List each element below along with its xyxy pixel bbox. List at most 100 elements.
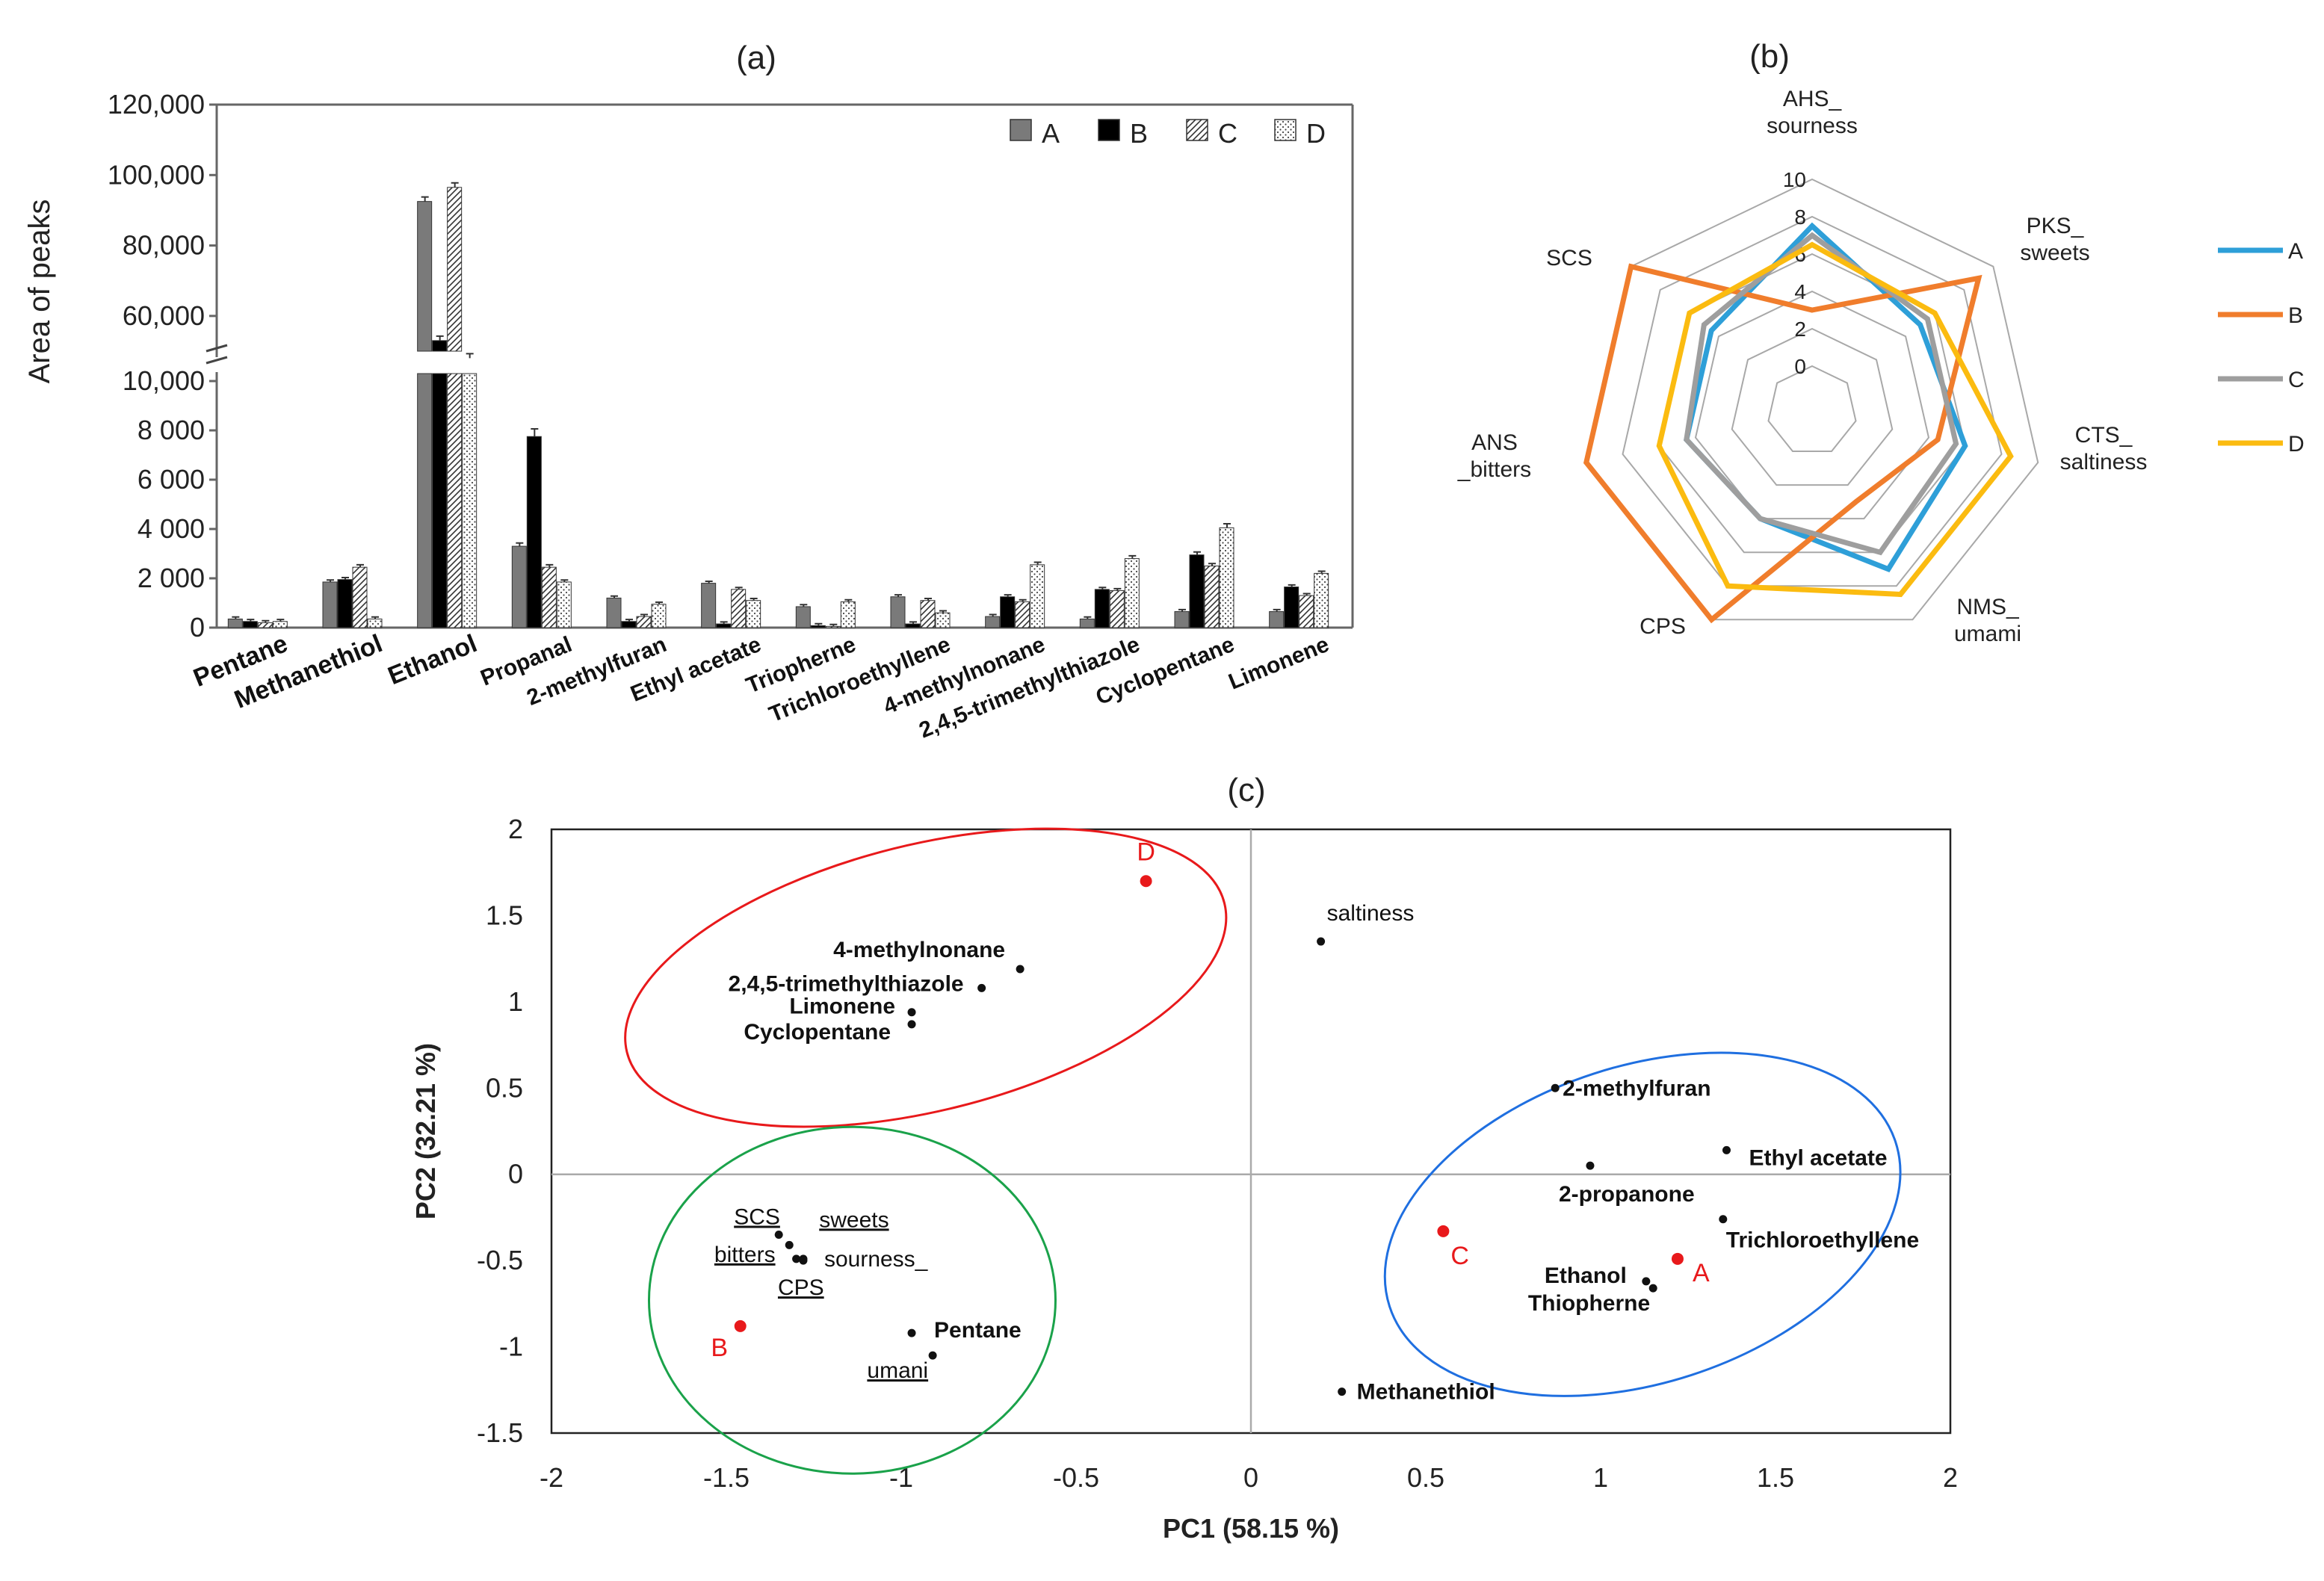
- bar-y-tick-label: 2 000: [137, 563, 205, 593]
- bar-C-Propanal: [541, 566, 557, 628]
- pca-point-sweets: [785, 1240, 794, 1249]
- bar-C-Ethyl acetate: [731, 589, 747, 628]
- error-bar: [232, 616, 240, 619]
- bar-C-4-methylnonane: [1015, 601, 1030, 628]
- error-bar: [750, 598, 758, 601]
- bar-C-Ethanol-upper: [447, 187, 463, 352]
- pca-point-2-propanone: [1586, 1161, 1595, 1170]
- error-bar: [1113, 587, 1122, 591]
- pca-x-axis-label: PC1 (58.15 %): [1163, 1513, 1339, 1544]
- bar-C-Cyclopentane: [1204, 566, 1220, 628]
- pca-x-tick-label: -1.5: [703, 1462, 750, 1493]
- pca-group-ellipses: [624, 827, 1902, 1475]
- bar-C-Limonene: [1299, 595, 1314, 628]
- bar-C-2-methylfuran: [636, 616, 652, 628]
- pca-y-tick-label: 1: [508, 986, 523, 1017]
- pca-point-saltiness: [1317, 937, 1326, 946]
- bar-A-Triopherne: [795, 606, 811, 628]
- error-bar: [276, 619, 285, 622]
- pca-point-B: [734, 1319, 747, 1332]
- bar-B-2-methylfuran: [621, 621, 637, 628]
- error-bar: [1273, 608, 1281, 612]
- error-bar: [989, 613, 997, 617]
- pca-y-tick-label: 0.5: [486, 1072, 523, 1103]
- pca-label-Thiopherne: Thiopherne: [1528, 1291, 1650, 1316]
- radar-tick-label: 8: [1794, 205, 1806, 229]
- radar-axis-label: SCS: [1546, 246, 1592, 270]
- error-bar: [1019, 598, 1027, 602]
- bar-y-tick-label: 60,000: [123, 300, 205, 331]
- bar-D-2,4,5-trimethylthiazole: [1124, 558, 1140, 628]
- bar-legend-swatch-D: [1274, 119, 1297, 141]
- pca-label-B: B: [711, 1334, 728, 1362]
- pca-x-tick-label: 1.5: [1757, 1462, 1794, 1493]
- bar-B-Triopherne: [810, 625, 826, 628]
- bar-y-tick-label: 10,000: [123, 365, 205, 396]
- error-bar: [611, 595, 618, 598]
- error-bar: [800, 604, 808, 607]
- bar-A-Ethanol-upper: [417, 201, 433, 352]
- error-bar: [735, 587, 743, 590]
- pca-label-Limonene: Limonene: [789, 994, 895, 1019]
- bar-category-label: Limonene: [1226, 632, 1333, 695]
- pca-label-Cyclopentane: Cyclopentane: [744, 1020, 891, 1045]
- radar-tick-label: 10: [1783, 168, 1806, 191]
- error-bar: [1223, 523, 1231, 528]
- bar-B-Limonene: [1284, 587, 1299, 628]
- radar-legend-label-C: C: [2288, 368, 2305, 392]
- pca-point-Ethanol: [1642, 1277, 1651, 1286]
- bar-y-axis-label: Area of peaks: [23, 199, 56, 384]
- pca-x-tick-label: -2: [540, 1462, 563, 1493]
- radar-axis-label: NMS_: [1956, 595, 2020, 619]
- bar-A-Propanal: [511, 545, 527, 628]
- bar-D-2-methylfuran: [651, 604, 667, 628]
- error-bar: [625, 619, 633, 622]
- pca-point-2,4,5-trimethylthiazole: [977, 983, 986, 992]
- pca-label-Methanethiol: Methanethiol: [1357, 1380, 1495, 1405]
- radar-series-C: [1684, 232, 1959, 556]
- error-bar: [939, 610, 947, 613]
- bar-A-4-methylnonane: [985, 616, 1001, 628]
- error-bar: [1302, 593, 1311, 596]
- bar-legend-label-D: D: [1306, 118, 1326, 149]
- pca-x-tick-label: 0.5: [1407, 1462, 1444, 1493]
- bar-legend: A B C D: [1010, 118, 1326, 149]
- pca-point-Ethyl acetate: [1722, 1145, 1731, 1154]
- pca-point-Trichloroethyllene: [1719, 1215, 1728, 1224]
- cluster-ellipse-b: [647, 1125, 1057, 1475]
- pca-label-bitters: bitters: [714, 1243, 776, 1267]
- error-bar: [546, 563, 554, 568]
- error-bar: [436, 335, 444, 341]
- radar-grid-ring: [1767, 365, 1857, 453]
- bar-D-Trichloroethyllene: [935, 612, 951, 628]
- bar-legend-swatch-C: [1186, 119, 1208, 141]
- radar-axis-label: CTS_: [2075, 423, 2133, 448]
- panel-b-label: (b): [1749, 38, 1790, 75]
- radar-axis-sublabel: saltiness: [2060, 450, 2148, 474]
- bar-D-Limonene: [1314, 572, 1329, 628]
- pca-label-C: C: [1450, 1242, 1469, 1270]
- bar-C-Ethanol-lower: [447, 373, 463, 628]
- bar-series: [227, 182, 1329, 628]
- pca-label-Ethanol: Ethanol: [1545, 1263, 1627, 1288]
- panel-a-label: (a): [736, 40, 776, 76]
- radar-series-A: [1683, 222, 1968, 573]
- radar-legend-label-D: D: [2288, 432, 2305, 457]
- panel-c-label: (c): [1227, 772, 1265, 808]
- bar-chart-panel-a: (a) Area of peaks 0 2 000 4 000 6 000 8 000 1…: [23, 40, 1354, 743]
- radar-grid-ring: [1731, 327, 1894, 486]
- radar-axis-label: ANS: [1471, 430, 1518, 455]
- radar-axis-sublabel: _bitters: [1457, 457, 1531, 482]
- bar-A-2,4,5-trimethylthiazole: [1079, 618, 1095, 628]
- bar-y-tick-label: 100,000: [108, 159, 205, 190]
- error-bar: [342, 577, 349, 580]
- bar-y-tick-label: 4 000: [137, 513, 205, 544]
- error-bar: [815, 622, 823, 626]
- bar-D-Pentane: [272, 621, 288, 628]
- pca-y-tick-label: 2: [508, 814, 523, 844]
- bar-y-tick-label: 120,000: [108, 89, 205, 120]
- radar-series-B: [1583, 263, 1982, 624]
- radar-axis-label: AHS_: [1783, 87, 1843, 111]
- bar-D-4-methylnonane: [1030, 564, 1045, 628]
- pca-point-Pentane: [907, 1328, 916, 1337]
